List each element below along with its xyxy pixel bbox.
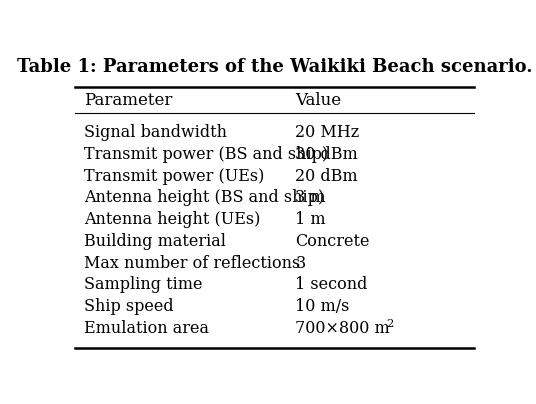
Text: 20 dBm: 20 dBm	[295, 168, 358, 185]
Text: Emulation area: Emulation area	[84, 320, 209, 337]
Text: Concrete: Concrete	[295, 233, 370, 250]
Text: Antenna height (UEs): Antenna height (UEs)	[84, 211, 260, 228]
Text: Max number of reflections: Max number of reflections	[84, 255, 300, 271]
Text: 20 MHz: 20 MHz	[295, 124, 360, 141]
Text: Value: Value	[295, 92, 341, 109]
Text: Table 1: Parameters of the Waikiki Beach scenario.: Table 1: Parameters of the Waikiki Beach…	[17, 58, 532, 76]
Text: 3 m: 3 m	[295, 189, 326, 206]
Text: 30 dBm: 30 dBm	[295, 146, 358, 163]
Text: 2: 2	[386, 320, 393, 329]
Text: 3: 3	[295, 255, 306, 271]
Text: Antenna height (BS and ship): Antenna height (BS and ship)	[84, 189, 324, 206]
Text: 1 m: 1 m	[295, 211, 326, 228]
Text: Signal bandwidth: Signal bandwidth	[84, 124, 227, 141]
Text: Ship speed: Ship speed	[84, 298, 173, 315]
Text: Building material: Building material	[84, 233, 226, 250]
Text: Sampling time: Sampling time	[84, 276, 202, 293]
Text: Parameter: Parameter	[84, 92, 172, 109]
Text: 1 second: 1 second	[295, 276, 368, 293]
Text: 700×800 m: 700×800 m	[295, 320, 390, 337]
Text: Transmit power (UEs): Transmit power (UEs)	[84, 168, 264, 185]
Text: Transmit power (BS and ship): Transmit power (BS and ship)	[84, 146, 327, 163]
Text: 10 m/s: 10 m/s	[295, 298, 350, 315]
